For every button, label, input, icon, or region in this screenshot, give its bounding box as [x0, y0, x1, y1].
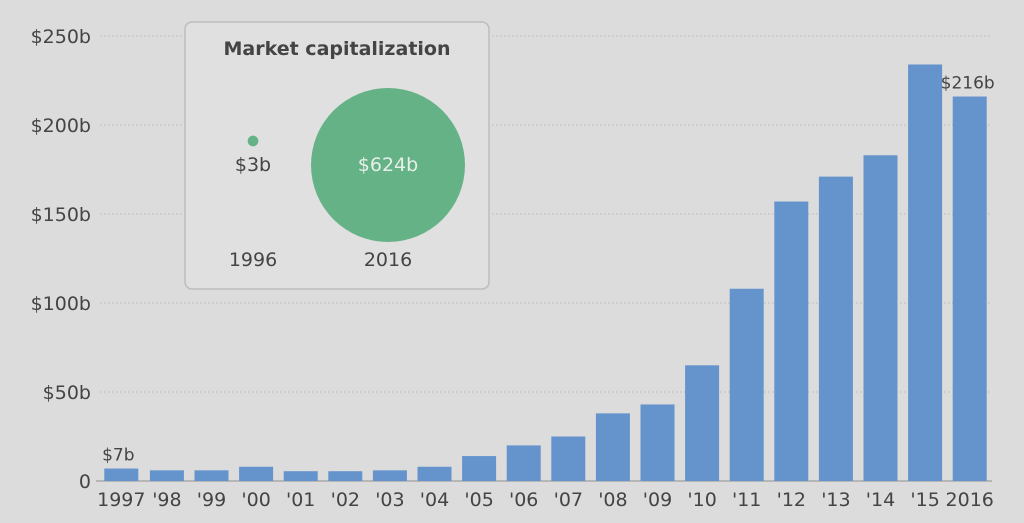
bar-13 [818, 176, 853, 481]
x-tick-label: '03 [375, 489, 404, 511]
bar-2016 [952, 96, 987, 482]
bar-01 [283, 471, 318, 481]
bar-00 [239, 466, 274, 481]
x-tick-label: '07 [554, 489, 583, 511]
bar-10 [685, 365, 720, 481]
bubble-1996 [247, 135, 259, 147]
x-tick-label: '06 [509, 489, 538, 511]
x-tick-label: '99 [197, 489, 226, 511]
y-tick-label: $250b [31, 26, 91, 48]
data-label: $216b [941, 74, 995, 94]
x-tick-label: '15 [910, 489, 939, 511]
bubble-year-label: 1996 [229, 249, 277, 271]
bar-05 [462, 456, 497, 481]
x-tick-label: '02 [331, 489, 360, 511]
bubble-2016 [311, 88, 465, 242]
bubble-year-label: 2016 [364, 249, 412, 271]
bar-07 [551, 436, 586, 481]
bar-1997 [104, 468, 139, 481]
y-tick-label: $200b [31, 115, 91, 137]
y-tick-label: $100b [31, 293, 91, 315]
bar-04 [417, 466, 452, 481]
data-label: $7b [102, 446, 134, 466]
x-tick-label: '14 [866, 489, 895, 511]
x-tick-label: '98 [152, 489, 181, 511]
bar-11 [729, 288, 764, 481]
y-tick-label: $50b [43, 382, 91, 404]
bar-15 [908, 64, 943, 481]
inset-title: Market capitalization [224, 38, 451, 60]
bar-98 [149, 470, 184, 481]
bar-09 [640, 404, 675, 481]
inset-panel: Market capitalization $3b 1996 $624b 2016 [184, 21, 490, 290]
bar-02 [328, 471, 363, 481]
x-tick-label: '04 [420, 489, 449, 511]
bar-14 [863, 155, 898, 481]
bar-12 [774, 201, 809, 482]
bar-03 [372, 470, 407, 481]
x-tick-label: '10 [687, 489, 716, 511]
bubble-value-label: $3b [235, 154, 271, 176]
x-tick-label: '00 [241, 489, 270, 511]
bar-08 [595, 413, 630, 481]
x-tick-label: '09 [643, 489, 672, 511]
bubble-value-label: $624b [358, 154, 418, 176]
bar-06 [506, 445, 541, 481]
x-tick-label: 2016 [946, 489, 994, 511]
bar-99 [194, 470, 229, 481]
x-tick-label: 1997 [97, 489, 145, 511]
y-tick-label: $150b [31, 204, 91, 226]
x-tick-label: '13 [821, 489, 850, 511]
x-tick-label: '05 [464, 489, 493, 511]
x-tick-label: '01 [286, 489, 315, 511]
x-tick-label: '08 [598, 489, 627, 511]
y-tick-label: 0 [79, 471, 91, 493]
x-tick-label: '11 [732, 489, 761, 511]
x-tick-label: '12 [777, 489, 806, 511]
